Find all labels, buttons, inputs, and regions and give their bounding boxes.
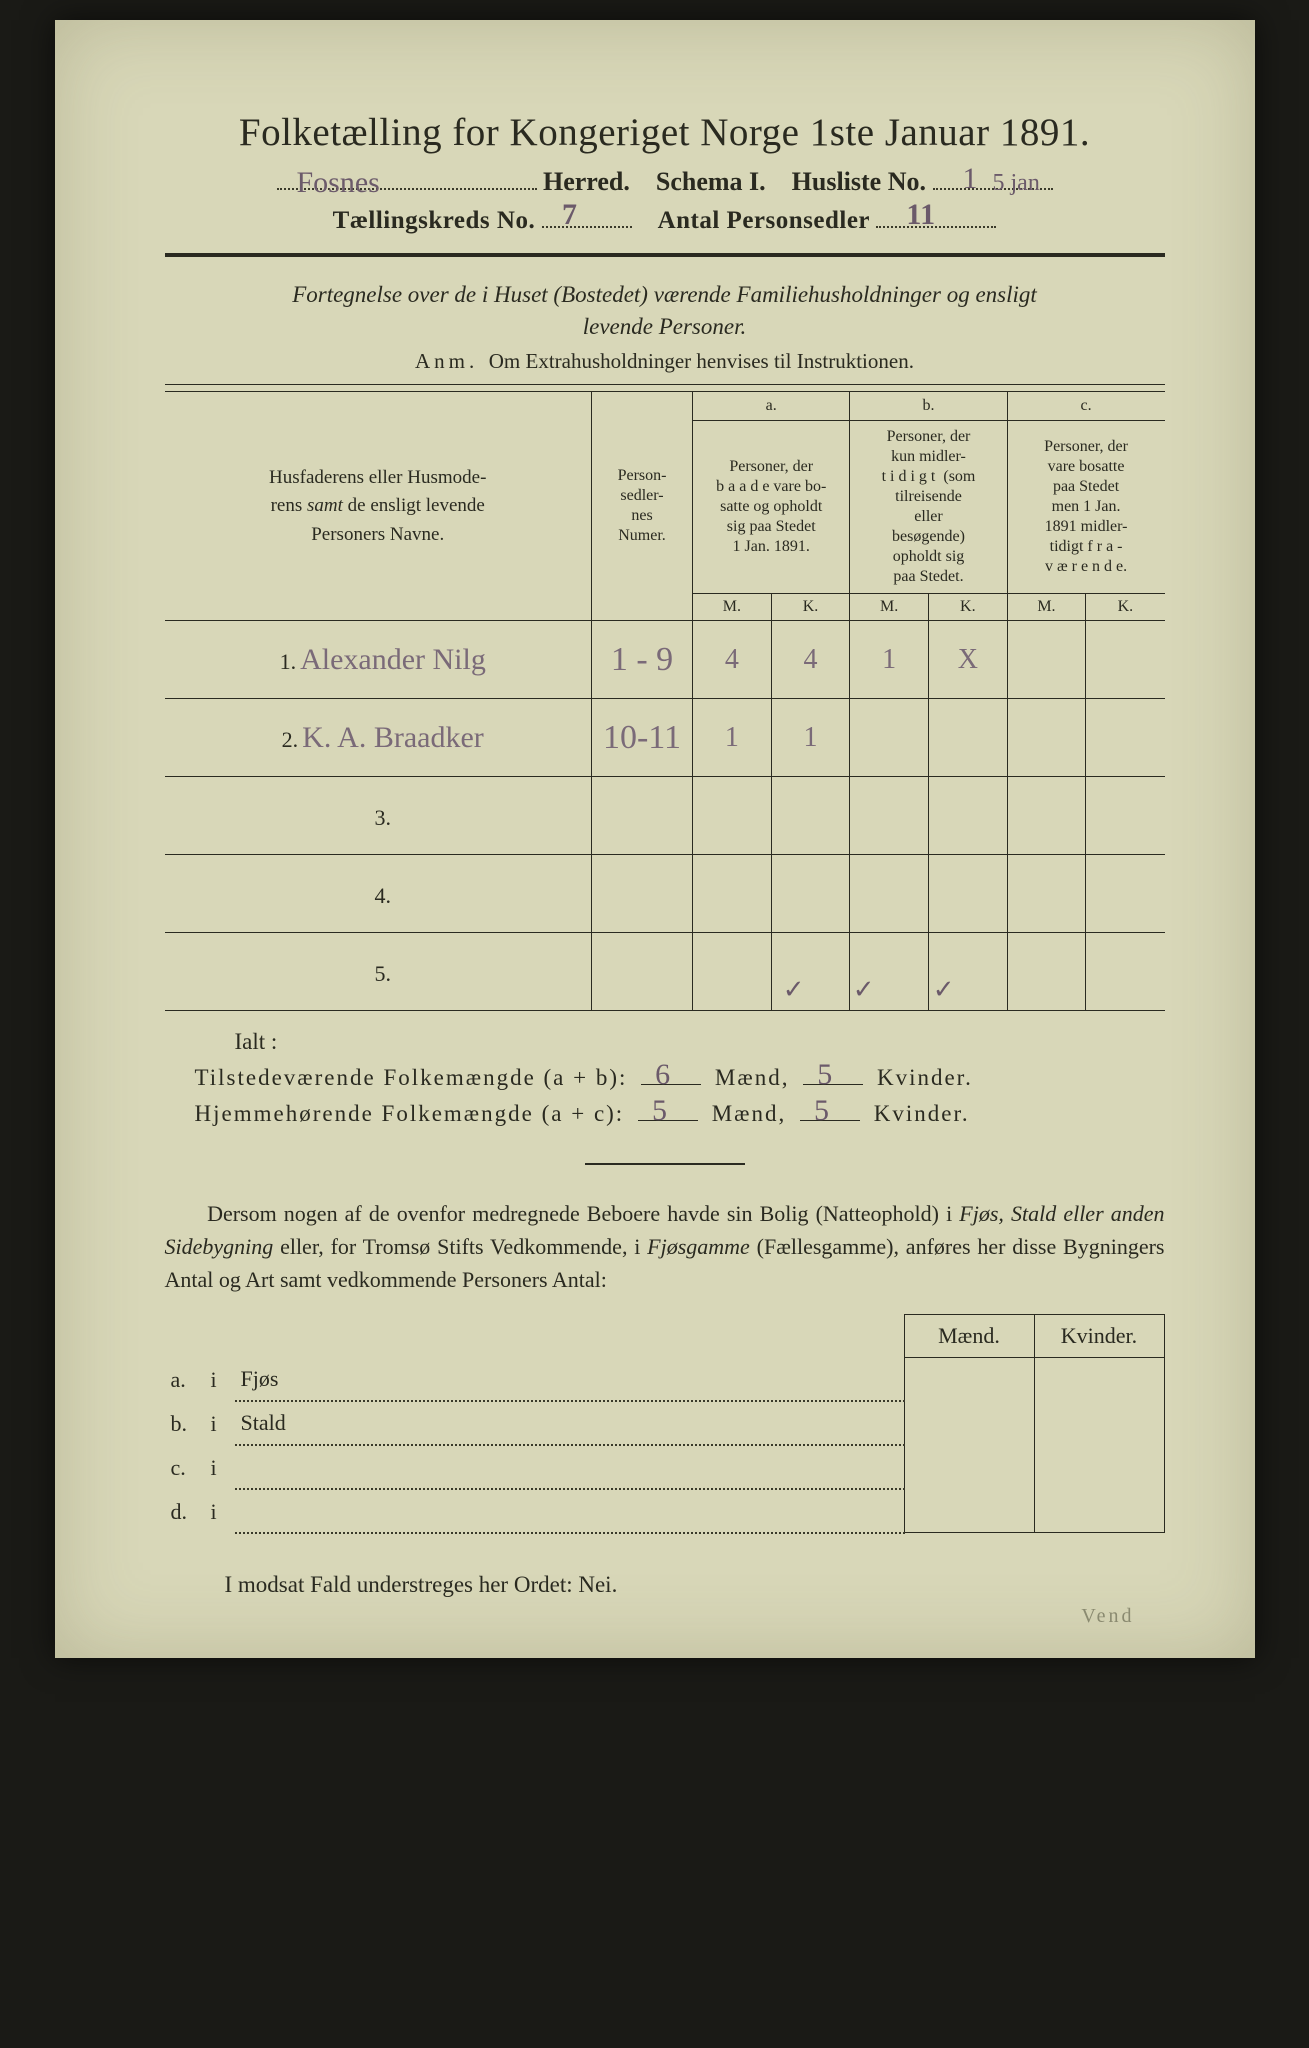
personsedler-value: 11	[906, 198, 935, 232]
hjem-label: Hjemmehørende Folkemængde (a + c):	[195, 1101, 625, 1126]
check-mark: ✓	[783, 975, 805, 1005]
anm-lead: Anm.	[415, 349, 478, 373]
table-row: 1. Alexander Nilg1 - 9441X	[165, 621, 1165, 699]
mk-k: K.	[771, 594, 850, 621]
schema-label: Schema I.	[656, 167, 766, 196]
sum-present: Tilstedeværende Folkemængde (a + b): 6 M…	[195, 1065, 1165, 1091]
check-mark: ✓	[853, 975, 875, 1005]
subtitle-line2: levende Personer.	[583, 314, 747, 339]
maend-label: Mænd,	[712, 1101, 787, 1126]
subtitle: Fortegnelse over de i Huset (Bostedet) v…	[165, 279, 1165, 343]
hjem-k: 5	[814, 1094, 831, 1128]
census-form-page: Folketælling for Kongeriget Norge 1ste J…	[55, 20, 1255, 1658]
divider-short	[585, 1163, 745, 1165]
husliste-label: Husliste No.	[792, 167, 926, 196]
page-title: Folketælling for Kongeriget Norge 1ste J…	[165, 110, 1165, 155]
outbuilding-row: b.iStald	[165, 1401, 1165, 1445]
col-b-text: Personer, derkun midler-t i d i g t (som…	[850, 421, 1007, 594]
tilst-m: 6	[655, 1058, 672, 1092]
nei-line: I modsat Fald understreges her Ordet: Ne…	[225, 1572, 1165, 1598]
anm-line: Anm. Om Extrahusholdninger henvises til …	[165, 349, 1165, 374]
check-mark: ✓	[933, 975, 955, 1005]
col-a-text: Personer, derb a a d e vare bo-satte og …	[693, 421, 850, 594]
outbuilding-row: c.i	[165, 1445, 1165, 1489]
herred-value: Fosnes	[297, 166, 380, 200]
husliste-extra: 5 jan	[993, 170, 1040, 197]
col-c-head: c.	[1007, 392, 1164, 421]
husliste-value: 1	[963, 162, 978, 196]
table-row: 4.	[165, 855, 1165, 933]
mk-k: K.	[928, 594, 1007, 621]
vend-mark: Vend	[1081, 1605, 1134, 1628]
households-table: Husfaderens eller Husmode-rens samt de e…	[165, 391, 1165, 1011]
btm-kvinder: Kvinder.	[1034, 1315, 1164, 1358]
herred-label: Herred.	[543, 167, 630, 196]
col-a-head: a.	[693, 392, 850, 421]
kreds-value: 7	[562, 198, 578, 232]
header-line-1: Fosnes Herred. Schema I. Husliste No. 1 …	[165, 167, 1165, 197]
maend-label: Mænd,	[715, 1065, 790, 1090]
kvinder-label: Kvinder.	[877, 1065, 973, 1090]
mk-m: M.	[850, 594, 929, 621]
subtitle-line1: Fortegnelse over de i Huset (Bostedet) v…	[292, 282, 1037, 307]
col-b-head: b.	[850, 392, 1007, 421]
divider-thick	[165, 253, 1165, 257]
personsedler-label: Antal Personsedler	[658, 207, 870, 234]
nei-word: Nei.	[578, 1572, 617, 1597]
mk-m: M.	[1007, 594, 1086, 621]
divider-thin	[165, 384, 1165, 385]
mk-k: K.	[1086, 594, 1165, 621]
outbuilding-row: d.i	[165, 1489, 1165, 1533]
anm-text: Om Extrahusholdninger henvises til Instr…	[489, 349, 914, 373]
outbuilding-table: Mænd. Kvinder. a.iFjøsb.iStaldc.id.i	[165, 1314, 1165, 1534]
btm-maend: Mænd.	[904, 1315, 1034, 1358]
table-row: 2. K. A. Braadker10-1111	[165, 699, 1165, 777]
outbuilding-paragraph: Dersom nogen af de ovenfor medregnede Be…	[165, 1197, 1165, 1296]
outbuilding-row: a.iFjøs	[165, 1358, 1165, 1401]
table-row: 3.	[165, 777, 1165, 855]
col-numer: Person-sedler-nesNumer.	[591, 392, 692, 621]
ialt-label: Ialt :	[235, 1029, 1165, 1055]
col-c-text: Personer, dervare bosattepaa Stedetmen 1…	[1007, 421, 1164, 594]
tilst-label: Tilstedeværende Folkemængde (a + b):	[195, 1065, 628, 1090]
sum-resident: Hjemmehørende Folkemængde (a + c): 5 Mæn…	[195, 1101, 1165, 1127]
hjem-m: 5	[652, 1094, 669, 1128]
header-line-2: Tællingskreds No. 7 Antal Personsedler 1…	[165, 207, 1165, 235]
kreds-label: Tællingskreds No.	[333, 207, 536, 234]
table-row: 5.	[165, 933, 1165, 1011]
tilst-k: 5	[817, 1058, 834, 1092]
mk-m: M.	[693, 594, 772, 621]
kvinder-label: Kvinder.	[874, 1101, 970, 1126]
